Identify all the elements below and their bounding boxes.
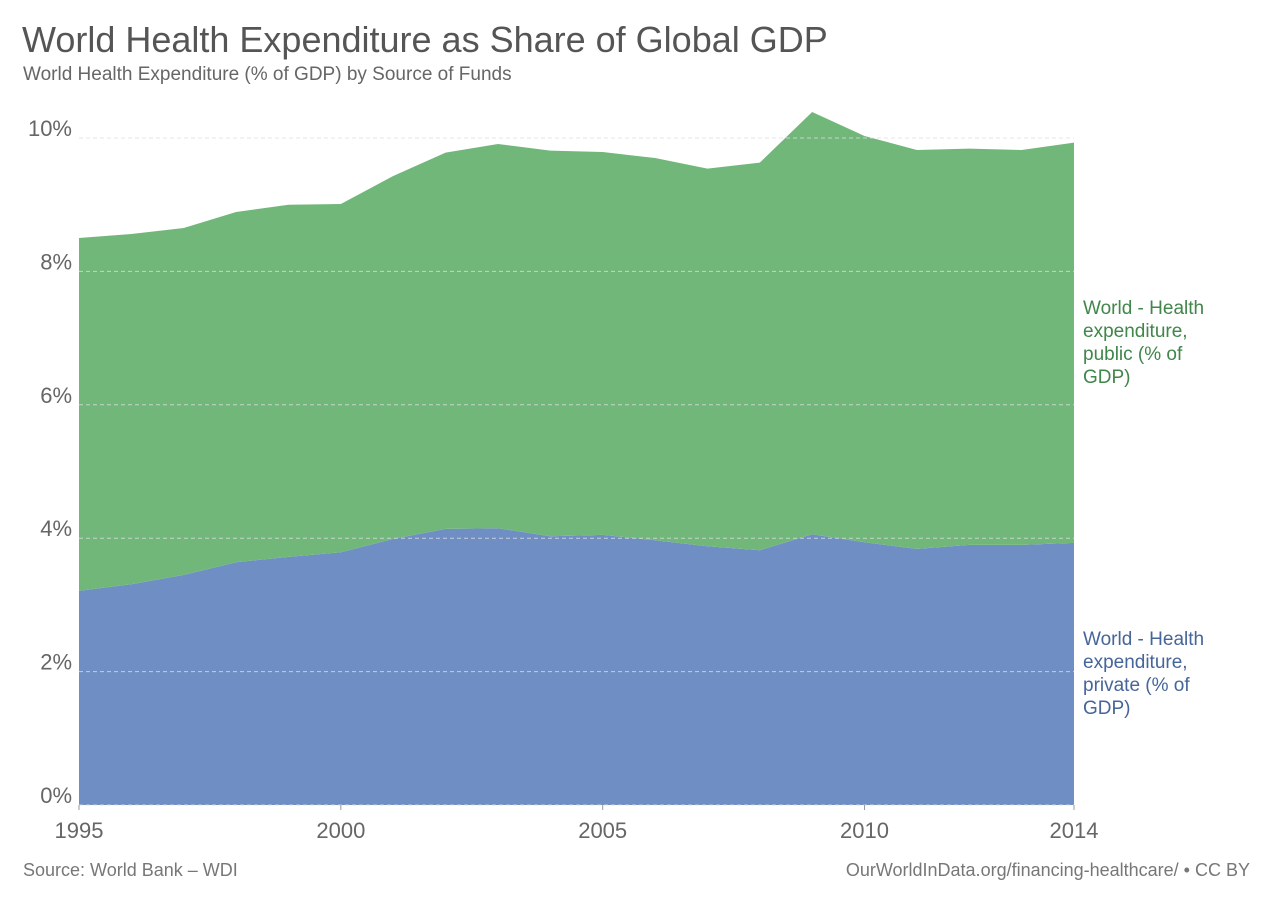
- y-tick-label: 0%: [40, 783, 72, 808]
- series-label: World - Health expenditure, public (% of…: [1083, 297, 1205, 388]
- x-tick-label: 2005: [578, 818, 627, 843]
- y-tick-label: 4%: [40, 516, 72, 541]
- x-tick-label: 2000: [316, 818, 365, 843]
- y-tick-label: 8%: [40, 249, 72, 274]
- area: [79, 111, 1074, 591]
- credit: OurWorldInData.org/financing-healthcare/…: [846, 860, 1250, 880]
- chart-subtitle: World Health Expenditure (% of GDP) by S…: [23, 64, 512, 85]
- chart-title: World Health Expenditure as Share of Glo…: [22, 19, 828, 60]
- area: [79, 528, 1074, 805]
- y-tick-label: 2%: [40, 650, 72, 675]
- y-tick-label: 10%: [28, 116, 72, 141]
- source: Source: World Bank – WDI: [23, 860, 238, 880]
- x-tick-label: 2014: [1050, 818, 1099, 843]
- x-tick-label: 1995: [55, 818, 104, 843]
- series-label: World - Health expenditure, private (% o…: [1083, 628, 1205, 719]
- y-tick-label: 6%: [40, 383, 72, 408]
- x-tick-label: 2010: [840, 818, 889, 843]
